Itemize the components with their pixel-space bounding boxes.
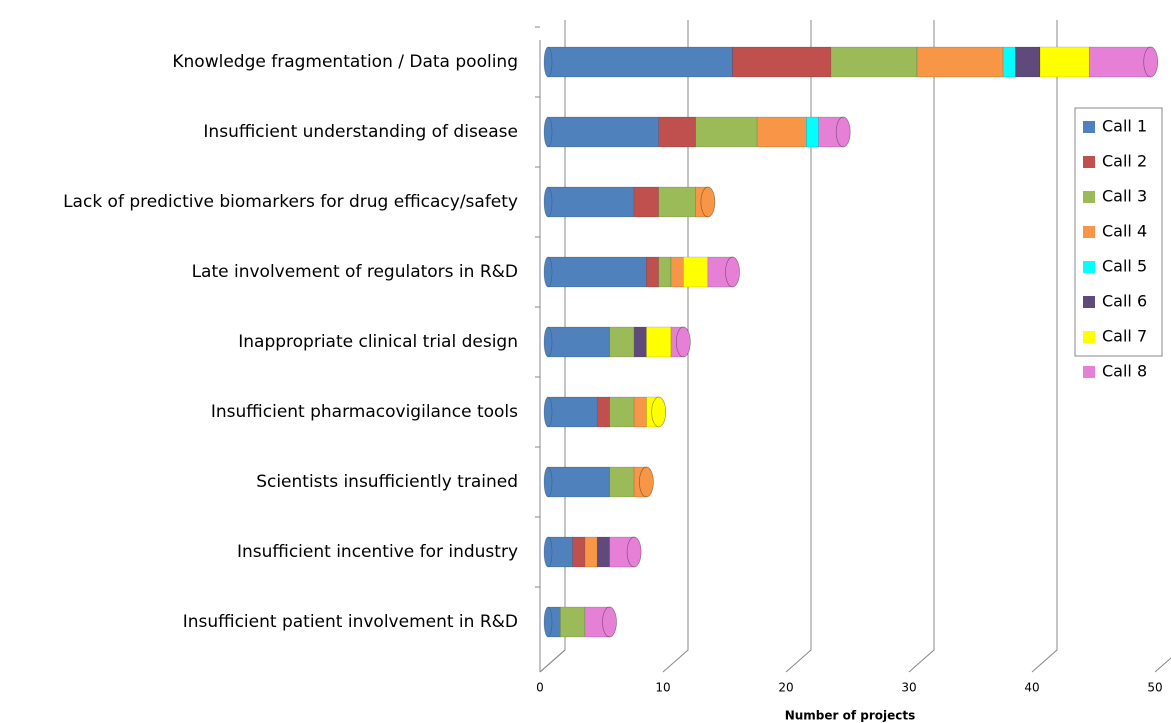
bar-segment	[609, 326, 635, 358]
bar-base	[543, 46, 553, 78]
legend-label: Call 3	[1102, 187, 1147, 206]
y-tick-label: Knowledge fragmentation / Data pooling	[172, 52, 518, 72]
bar-segment	[695, 116, 758, 148]
bar-segment	[732, 46, 832, 78]
bar-segment	[572, 536, 586, 568]
bar-base	[543, 396, 553, 428]
bar-cap	[725, 256, 740, 288]
bar-segment	[547, 116, 659, 148]
legend-label: Call 1	[1102, 117, 1147, 136]
bar-segment	[633, 326, 647, 358]
grid-line	[662, 20, 689, 673]
bar-segment	[1088, 46, 1151, 78]
bar-segment	[547, 466, 610, 498]
legend-swatch	[1083, 261, 1095, 273]
grid-line	[1031, 20, 1058, 673]
legend-swatch	[1083, 121, 1095, 133]
bar-segment	[1039, 46, 1090, 78]
y-tick-label: Insufficient pharmacovigilance tools	[211, 402, 518, 422]
bar-base	[543, 116, 553, 148]
bar-segment	[547, 256, 647, 288]
y-tick-label: Late involvement of regulators in R&D	[192, 262, 518, 282]
x-tick-label: 40	[1024, 681, 1039, 695]
bar-base	[543, 326, 553, 358]
bar-cap	[675, 326, 691, 358]
bar-segment	[658, 256, 672, 288]
legend-label: Call 8	[1102, 362, 1147, 381]
grid-line	[785, 20, 812, 673]
y-tick-label: Inappropriate clinical trial design	[238, 332, 518, 352]
bar-segment	[560, 606, 586, 638]
legend-swatch	[1083, 366, 1095, 378]
legend-swatch	[1083, 296, 1095, 308]
bar-base	[543, 606, 553, 638]
bar-segment	[547, 396, 598, 428]
legend-label: Call 7	[1102, 327, 1147, 346]
x-tick-label: 0	[536, 681, 544, 695]
legend-swatch	[1083, 156, 1095, 168]
bar-segment	[596, 396, 610, 428]
bar-cap	[700, 186, 716, 218]
bar-segment	[584, 536, 598, 568]
legend-label: Call 6	[1102, 292, 1147, 311]
bar-base	[543, 186, 553, 218]
legend-label: Call 5	[1102, 257, 1147, 276]
bar-segment	[547, 46, 733, 78]
y-tick-label: Scientists insufficiently trained	[256, 472, 518, 492]
bar-segment	[547, 536, 573, 568]
y-tick-label: Insufficient incentive for industry	[237, 542, 518, 562]
bar-segment	[1002, 46, 1016, 78]
bar-cap	[651, 396, 667, 428]
bar-segment	[916, 46, 1004, 78]
bar-cap	[1143, 46, 1159, 78]
x-tick-label: 10	[655, 681, 670, 695]
bar-base	[543, 536, 553, 568]
bar-cap	[639, 466, 654, 498]
bar-segment	[658, 116, 696, 148]
bar-segment	[830, 46, 918, 78]
bar-segment	[658, 186, 696, 218]
bar-segment	[547, 326, 610, 358]
y-tick-label: Insufficient patient involvement in R&D	[183, 612, 518, 632]
bar-segment	[646, 326, 672, 358]
legend-swatch	[1083, 331, 1095, 343]
legend-label: Call 4	[1102, 222, 1147, 241]
bar-segment	[609, 466, 635, 498]
bar-segment	[683, 256, 709, 288]
grid-line	[908, 20, 935, 673]
bar-cap	[602, 606, 617, 638]
bar-segment	[547, 186, 635, 218]
bar-base	[543, 466, 553, 498]
x-tick-label: 50	[1147, 681, 1162, 695]
bar-base	[543, 256, 553, 288]
bar-segment	[633, 396, 647, 428]
grid-line	[1154, 657, 1171, 673]
bar-segment	[806, 116, 819, 148]
legend-label: Call 2	[1102, 152, 1147, 171]
y-tick-label: Insufficient understanding of disease	[203, 122, 518, 142]
bar-segment	[609, 396, 635, 428]
legend-swatch	[1083, 191, 1095, 203]
grid-line	[539, 20, 566, 673]
bar-segment	[633, 186, 659, 218]
plot-area: 0 10 20 30 40 50 Knowledge fragmentation / Dat…	[63, 20, 1171, 695]
x-axis-title: Number of projects	[785, 709, 916, 723]
bar-cap	[626, 536, 642, 568]
bar-segment	[670, 256, 684, 288]
bar-segment	[646, 256, 659, 288]
bar-cap	[835, 116, 851, 148]
x-tick-label: 20	[778, 681, 793, 695]
bar-segment	[596, 536, 610, 568]
bar-segment	[756, 116, 807, 148]
bar-segment	[1015, 46, 1041, 78]
x-tick-label: 30	[901, 681, 916, 695]
y-tick-label: Lack of predictive biomarkers for drug e…	[63, 192, 518, 212]
legend-swatch	[1083, 226, 1095, 238]
